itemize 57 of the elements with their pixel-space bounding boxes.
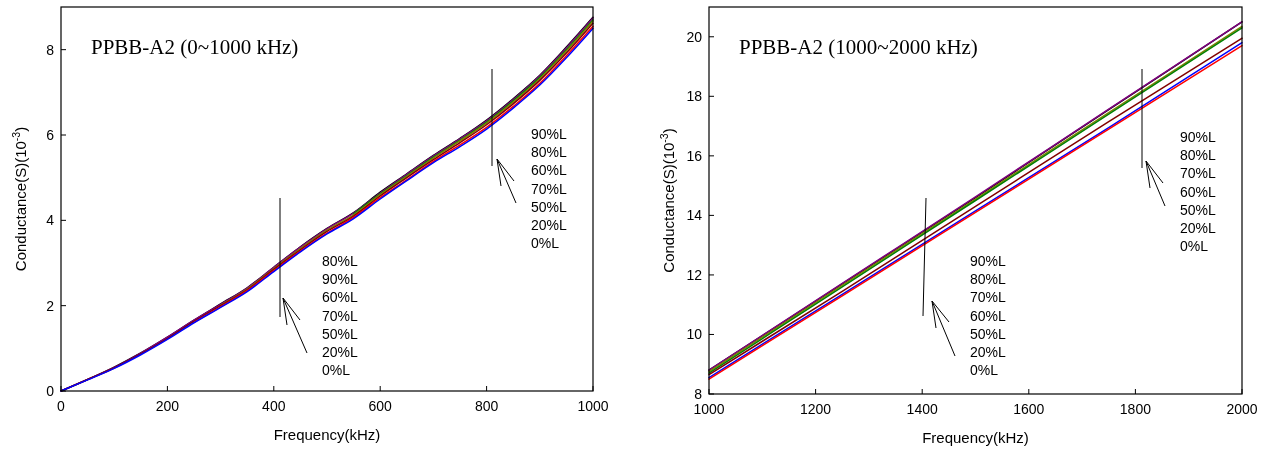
x-tick-label: 800 xyxy=(474,398,499,414)
annotation: 70%L xyxy=(322,307,359,324)
text: PPBB-A2 (0~1000 kHz) xyxy=(91,35,299,59)
annotation: 20%L xyxy=(531,217,568,233)
x-tick-label: 1000 xyxy=(577,398,609,414)
y-tick-label: 16 xyxy=(686,147,703,164)
y-tick-label: 18 xyxy=(686,88,703,105)
annotation: 60%L xyxy=(531,162,568,179)
annotation: 0%L xyxy=(322,362,351,379)
annotation: 20%L xyxy=(1180,220,1217,236)
annotation: 20%L xyxy=(970,344,1007,360)
x-tick-label: 1200 xyxy=(800,401,832,417)
x-tick-label: 1000 xyxy=(693,401,725,417)
x-tick-label: 1400 xyxy=(906,401,938,417)
annotation: 60%L xyxy=(970,307,1007,324)
annotation: 80%L xyxy=(322,253,359,269)
annotation: 60%L xyxy=(322,289,359,306)
annotation: 70%L xyxy=(1180,165,1217,182)
x-tick-label: 2000 xyxy=(1226,401,1258,417)
annotation: 50%L xyxy=(1180,201,1217,218)
y-tick-label: 8 xyxy=(46,41,55,58)
annotation: 60%L xyxy=(1180,183,1217,200)
y-tick-label: 4 xyxy=(46,212,55,229)
x-axis-title: Frequency(kHz) xyxy=(922,429,1029,446)
line-series xyxy=(352,19,594,215)
annotation: 0%L xyxy=(970,362,999,379)
annotation: 80%L xyxy=(1180,147,1217,164)
annotation: 50%L xyxy=(322,325,359,342)
x-tick-label: 400 xyxy=(262,398,286,414)
annotation: 90%L xyxy=(1180,129,1217,145)
y-tick-label: 12 xyxy=(686,266,703,283)
text: PPBB-A2 (1000~2000 kHz) xyxy=(739,35,978,59)
annotation: 70%L xyxy=(531,180,568,197)
annotation: 90%L xyxy=(970,253,1007,269)
annotation: 50%L xyxy=(970,325,1007,342)
annotation: 0%L xyxy=(1180,238,1209,255)
y-tick-label: 14 xyxy=(686,207,703,224)
annotation: 50%L xyxy=(531,198,568,215)
x-tick-label: 0 xyxy=(57,398,66,414)
x-tick-label: 600 xyxy=(368,398,393,414)
y-tick-label: 10 xyxy=(686,326,703,343)
annotation: 90%L xyxy=(322,271,359,288)
x-tick-label: 1600 xyxy=(1013,401,1045,417)
y-tick-label: 0 xyxy=(46,383,55,399)
y-tick-label: 8 xyxy=(694,386,703,402)
annotation: 70%L xyxy=(970,289,1007,306)
y-tick-label: 2 xyxy=(46,297,55,314)
annotation: 90%L xyxy=(531,126,568,142)
annotation: 80%L xyxy=(531,144,568,161)
annotation: 80%L xyxy=(970,271,1007,288)
annotation: 20%L xyxy=(322,344,359,360)
y-tick-label: 6 xyxy=(46,127,55,143)
y-tick-label: 20 xyxy=(686,28,703,45)
x-axis-title: Frequency(kHz) xyxy=(273,426,381,443)
x-tick-label: 200 xyxy=(155,398,180,414)
x-tick-label: 1800 xyxy=(1119,401,1152,417)
annotation: 0%L xyxy=(531,235,560,252)
